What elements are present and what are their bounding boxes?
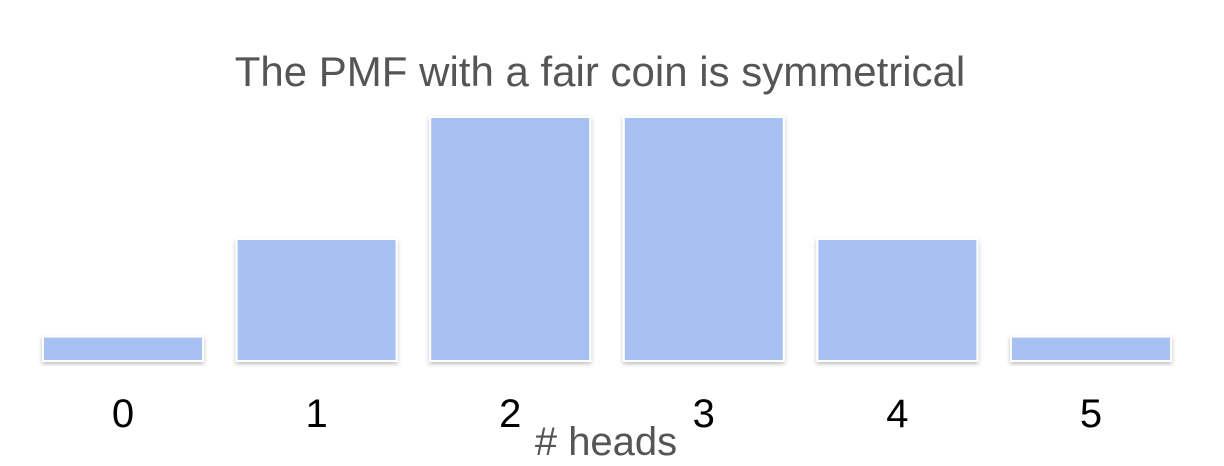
x-tick-label-2: 2 [499, 392, 521, 436]
x-tick-label-3: 3 [693, 392, 715, 436]
x-tick-label-5: 5 [1080, 392, 1102, 436]
bar-1 [237, 239, 397, 361]
bar-0 [43, 337, 203, 361]
bar-3 [624, 117, 784, 361]
x-axis-label: # heads [535, 420, 677, 464]
bar-4 [817, 239, 977, 361]
bars-group [43, 117, 1171, 361]
x-tick-label-4: 4 [886, 392, 908, 436]
bar-2 [430, 117, 590, 361]
bar-5 [1011, 337, 1171, 361]
x-tick-label-0: 0 [112, 392, 134, 436]
x-tick-label-1: 1 [305, 392, 327, 436]
